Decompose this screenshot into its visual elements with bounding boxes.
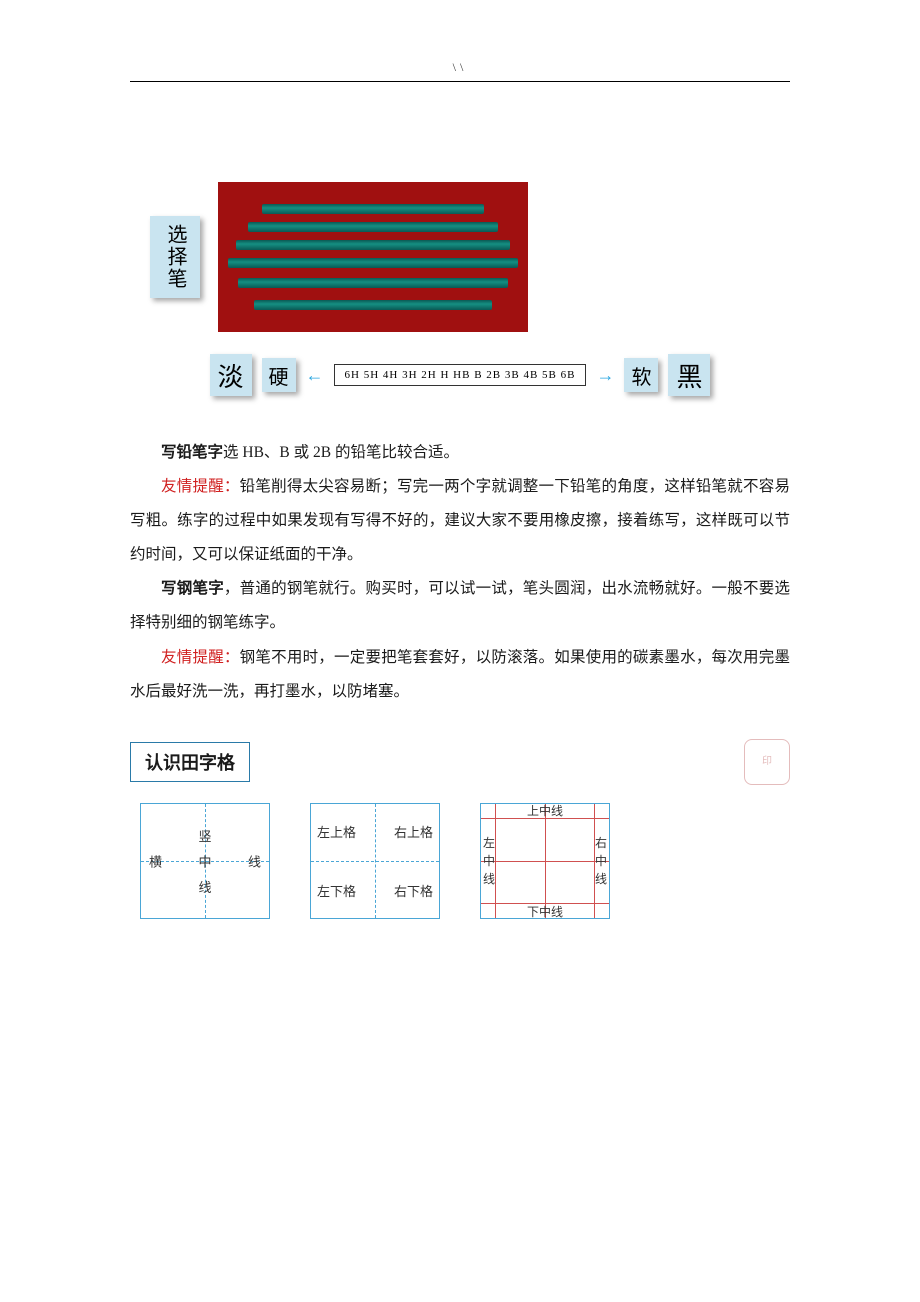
- scale-right-big: 黑: [668, 354, 710, 396]
- grid2-hline: [311, 861, 439, 862]
- tian-grid-1: 竖 横 中 线 线: [140, 803, 270, 919]
- hardness-scale: 淡 硬 ← 6H 5H 4H 3H 2H H HB B 2B 3B 4B 5B …: [130, 354, 790, 396]
- arrow-right-icon: →: [596, 365, 614, 386]
- scale-left-small: 硬: [262, 358, 296, 392]
- pencil-row: [262, 204, 484, 214]
- para-pencil: 写铅笔字选 HB、B 或 2B 的铅笔比较合适。: [130, 436, 790, 470]
- grid1-xian: 线: [248, 851, 261, 870]
- grid3-l1: 左: [483, 834, 495, 851]
- grid3-red-left: [495, 804, 496, 918]
- pencil-row: [228, 258, 518, 268]
- grid1-heng: 横: [149, 851, 162, 870]
- tian-grid-3: 上中线 下中线 左 中 线 右 中 线: [480, 803, 610, 919]
- para1-lead: 写铅笔字: [161, 444, 223, 461]
- top-rule: [130, 81, 790, 82]
- grid3-top: 上中线: [527, 802, 563, 819]
- grid3-l2: 中: [483, 852, 495, 869]
- tian-grid-2: 左上格 右上格 左下格 右下格: [310, 803, 440, 919]
- pencil-row: [254, 300, 492, 310]
- section-row: 认识田字格 印: [130, 739, 790, 785]
- grid2-tl: 左上格: [317, 822, 356, 841]
- para1-rest: 选 HB、B 或 2B 的铅笔比较合适。: [223, 444, 459, 461]
- grid2-bl: 左下格: [317, 881, 356, 900]
- para3-lead: 写钢笔字: [161, 580, 224, 597]
- para3-rest: ，普通的钢笔就行。购买时，可以试一试，笔头圆润，出水流畅就好。一般不要选择特别细…: [130, 580, 790, 631]
- grid3-r2: 中: [595, 852, 607, 869]
- grid3-l3: 线: [483, 870, 495, 887]
- scale-right-small: 软: [624, 358, 658, 392]
- grid2-tr: 右上格: [394, 822, 433, 841]
- grid3-bottom: 下中线: [527, 903, 563, 920]
- grade-bar: 6H 5H 4H 3H 2H H HB B 2B 3B 4B 5B 6B: [334, 364, 587, 386]
- tip-label-2: 友情提醒：: [161, 649, 240, 666]
- para-pencil-tip: 友情提醒：铅笔削得太尖容易断；写完一两个字就调整一下铅笔的角度，这样铅笔就不容易…: [130, 470, 790, 572]
- grid3-r1: 右: [595, 834, 607, 851]
- grid3-r3: 线: [595, 870, 607, 887]
- grid2-br: 右下格: [394, 881, 433, 900]
- body-text: 写铅笔字选 HB、B 或 2B 的铅笔比较合适。 友情提醒：铅笔削得太尖容易断；…: [130, 436, 790, 709]
- tip-label-1: 友情提醒：: [161, 478, 240, 495]
- para-fountain-tip: 友情提醒：钢笔不用时，一定要把笔套套好，以防滚落。如果使用的碳素墨水，每次用完墨…: [130, 641, 790, 709]
- grid1-zhong: 中: [198, 851, 211, 870]
- scale-left-big: 淡: [210, 354, 252, 396]
- choose-pen-label: 选择笔: [150, 216, 200, 298]
- pencil-row: [238, 278, 508, 288]
- pencil-row: [236, 240, 510, 250]
- section-label: 认识田字格: [130, 742, 250, 782]
- grid1-shu: 竖: [198, 826, 211, 845]
- pencil-row: [248, 222, 498, 232]
- tian-grids-row: 竖 横 中 线 线 左上格 右上格 左下格 右下格 上中线 下中线 左: [140, 803, 790, 919]
- pencils-photo: [218, 182, 528, 332]
- arrow-left-icon: ←: [306, 365, 324, 386]
- para-fountain: 写钢笔字，普通的钢笔就行。购买时，可以试一试，笔头圆润，出水流畅就好。一般不要选…: [130, 572, 790, 640]
- grid3-red-h: [481, 861, 609, 862]
- seal-icon: 印: [744, 739, 790, 785]
- header-mark: \\: [130, 60, 790, 75]
- figure-choose-pen: 选择笔: [150, 182, 790, 332]
- grid1-xian2: 线: [198, 877, 211, 896]
